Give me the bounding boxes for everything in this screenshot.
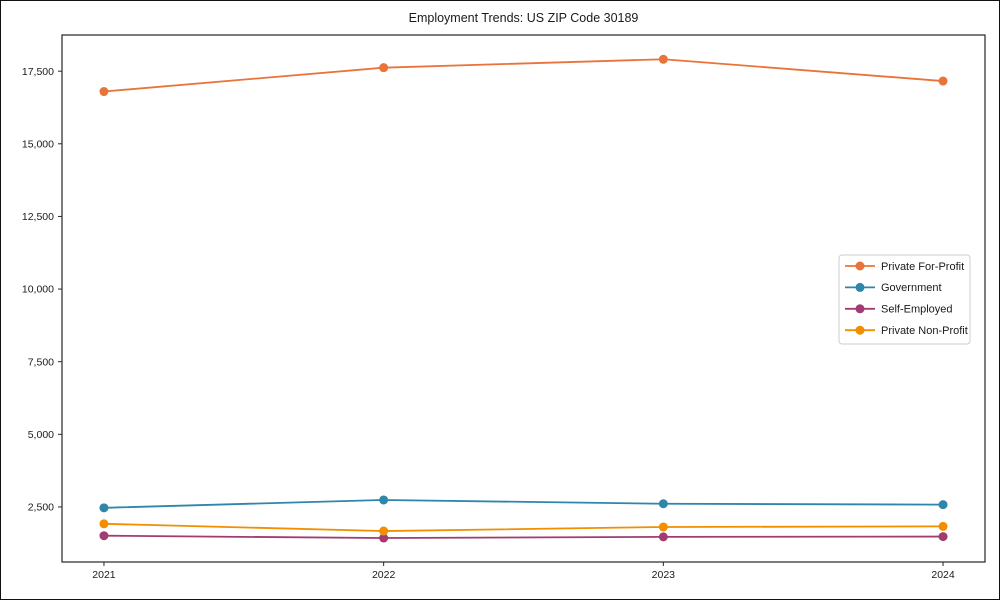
legend-marker (855, 325, 865, 335)
chart-title: Employment Trends: US ZIP Code 30189 (408, 11, 639, 25)
data-point-government (99, 503, 109, 513)
legend-label: Self-Employed (881, 304, 953, 316)
legend-box (838, 254, 971, 345)
y-tick-label: 7,500 (28, 356, 54, 368)
x-tick-label: 2022 (372, 569, 396, 581)
y-tick-label: 2,500 (28, 502, 54, 514)
data-point-private-non-profit (658, 522, 668, 532)
legend-label: Government (881, 282, 942, 294)
x-tick-label: 2023 (652, 569, 676, 581)
y-tick-label: 10,000 (22, 284, 54, 296)
legend-marker (855, 261, 865, 271)
data-point-government (379, 495, 389, 505)
data-point-self-employed (99, 531, 109, 541)
data-point-private-for-profit (99, 87, 109, 97)
data-point-self-employed (379, 533, 389, 543)
legend-marker (855, 282, 865, 292)
data-point-private-for-profit (938, 76, 948, 86)
series-line-private-non-profit (103, 522, 944, 532)
series-line-self-employed (103, 534, 944, 539)
y-tick-label: 15,000 (22, 138, 54, 150)
data-point-self-employed (658, 532, 668, 542)
legend-item-private-non-profit: Private Non-Profit (845, 325, 968, 337)
y-tick-label: 17,500 (22, 66, 54, 78)
legend-item-private-for-profit: Private For-Profit (845, 261, 964, 273)
data-point-private-for-profit (379, 63, 389, 73)
y-tick-label: 5,000 (28, 429, 54, 441)
data-point-private-non-profit (379, 526, 389, 536)
data-point-government (658, 499, 668, 509)
data-point-self-employed (938, 532, 948, 542)
data-point-private-non-profit (99, 519, 109, 529)
legend-label: Private For-Profit (881, 261, 964, 273)
x-tick-label: 2024 (931, 569, 955, 581)
series-line-private-for-profit (103, 58, 944, 93)
series-line-government (103, 499, 944, 509)
legend-item-self-employed: Self-Employed (845, 304, 953, 316)
plot-frame (61, 34, 986, 563)
data-point-government (938, 500, 948, 510)
legend-marker (855, 304, 865, 314)
legend-label: Private Non-Profit (881, 325, 968, 337)
legend-item-government: Government (845, 282, 942, 294)
x-tick-label: 2021 (92, 569, 116, 581)
y-tick-label: 12,500 (22, 211, 54, 223)
data-point-private-for-profit (658, 54, 668, 64)
data-point-private-non-profit (938, 521, 948, 531)
